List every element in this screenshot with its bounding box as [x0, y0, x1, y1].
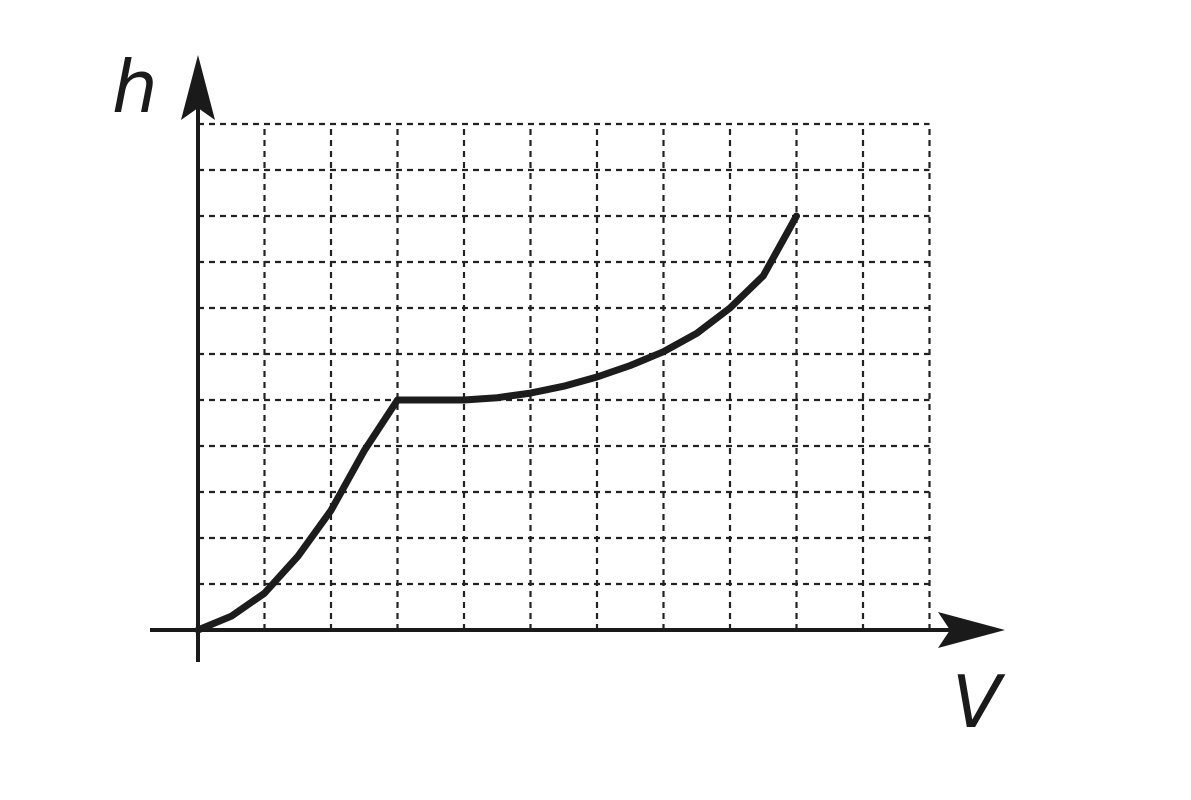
y-axis-label: h	[112, 45, 158, 129]
axes	[150, 55, 1005, 662]
grid-lines	[198, 122, 931, 630]
y-axis-arrow	[181, 55, 215, 120]
series-line	[194, 212, 800, 634]
x-axis-label: V	[952, 660, 1006, 744]
x-axis-arrow	[938, 612, 1005, 648]
